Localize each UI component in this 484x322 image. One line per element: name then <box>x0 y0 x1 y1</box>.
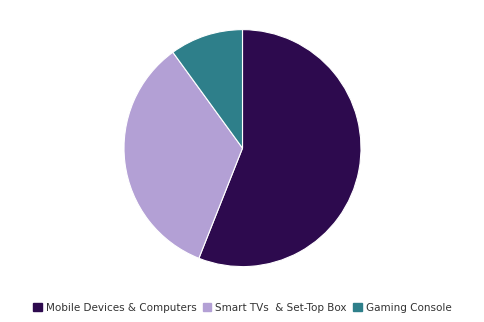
Wedge shape <box>198 30 360 267</box>
Wedge shape <box>124 52 242 258</box>
Legend: Mobile Devices & Computers, Smart TVs  & Set-Top Box, Gaming Console: Mobile Devices & Computers, Smart TVs & … <box>29 298 455 317</box>
Wedge shape <box>172 30 242 148</box>
